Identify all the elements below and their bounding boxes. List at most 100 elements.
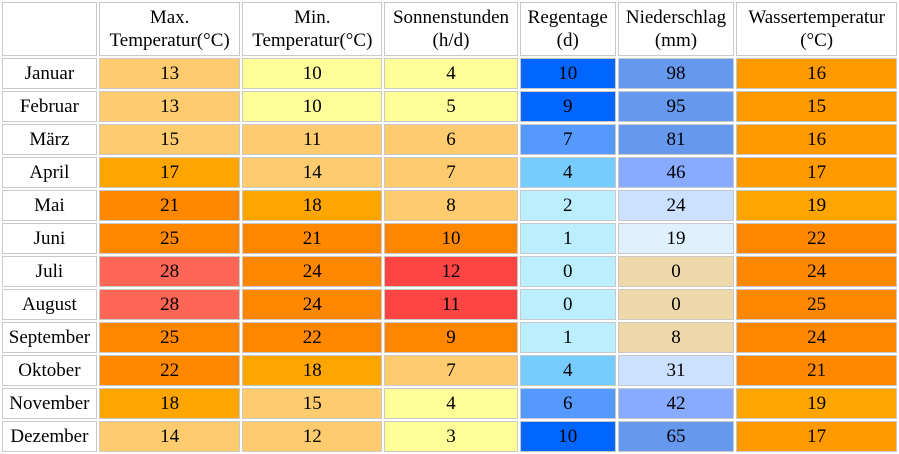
table-cell: 24 <box>736 322 897 353</box>
table-row: Februar 13 10 5 9 95 15 <box>2 91 897 122</box>
table-cell: 15 <box>98 124 241 155</box>
month-label: September <box>2 322 97 353</box>
table-cell: 0 <box>617 289 735 320</box>
table-cell: 21 <box>242 223 383 254</box>
table-cell: 46 <box>617 157 735 188</box>
month-label: Januar <box>2 58 97 89</box>
table-cell: 0 <box>519 289 616 320</box>
table-cell: 6 <box>519 388 616 419</box>
table-cell: 16 <box>736 124 897 155</box>
table-row: März 15 11 6 7 81 16 <box>2 124 897 155</box>
table-cell: 24 <box>736 256 897 287</box>
table-row: April 17 14 7 4 46 17 <box>2 157 897 188</box>
month-label: November <box>2 388 97 419</box>
col-header-max-temp: Max. Temperatur(°C) <box>98 2 241 56</box>
col-header-water-temp: Wassertemperatur (°C) <box>736 2 897 56</box>
table-cell: 0 <box>617 256 735 287</box>
table-cell: 4 <box>519 157 616 188</box>
table-row: November 18 15 4 6 42 19 <box>2 388 897 419</box>
table-cell: 4 <box>519 355 616 386</box>
col-header-sunshine: Sonnenstunden (h/d) <box>384 2 518 56</box>
table-cell: 6 <box>384 124 518 155</box>
table-cell: 15 <box>736 91 897 122</box>
corner-cell <box>2 2 97 56</box>
table-row: August 28 24 11 0 0 25 <box>2 289 897 320</box>
col-header-rain-days: Regentage (d) <box>519 2 616 56</box>
month-label: April <box>2 157 97 188</box>
table-cell: 15 <box>242 388 383 419</box>
table-row: September 25 22 9 1 8 24 <box>2 322 897 353</box>
month-label: August <box>2 289 97 320</box>
table-cell: 14 <box>242 157 383 188</box>
table-cell: 7 <box>384 355 518 386</box>
table-row: Mai 21 18 8 2 24 19 <box>2 190 897 221</box>
table-cell: 8 <box>384 190 518 221</box>
table-cell: 13 <box>98 58 241 89</box>
table-cell: 24 <box>617 190 735 221</box>
table-cell: 9 <box>384 322 518 353</box>
table-cell: 14 <box>98 421 241 452</box>
col-header-min-temp: Min. Temperatur(°C) <box>242 2 383 56</box>
table-cell: 81 <box>617 124 735 155</box>
table-cell: 12 <box>384 256 518 287</box>
table-cell: 18 <box>242 355 383 386</box>
month-label: Dezember <box>2 421 97 452</box>
table-cell: 25 <box>98 322 241 353</box>
table-cell: 25 <box>736 289 897 320</box>
table-cell: 10 <box>519 58 616 89</box>
table-cell: 25 <box>98 223 241 254</box>
table-cell: 11 <box>384 289 518 320</box>
table-cell: 1 <box>519 322 616 353</box>
table-cell: 21 <box>98 190 241 221</box>
table-cell: 7 <box>519 124 616 155</box>
month-label: Oktober <box>2 355 97 386</box>
table-cell: 10 <box>242 58 383 89</box>
table-cell: 18 <box>242 190 383 221</box>
table-cell: 12 <box>242 421 383 452</box>
table-cell: 24 <box>242 289 383 320</box>
month-label: Mai <box>2 190 97 221</box>
table-row: Juli 28 24 12 0 0 24 <box>2 256 897 287</box>
table-cell: 21 <box>736 355 897 386</box>
table-cell: 28 <box>98 256 241 287</box>
table-cell: 31 <box>617 355 735 386</box>
month-label: Juli <box>2 256 97 287</box>
table-cell: 24 <box>242 256 383 287</box>
table-cell: 65 <box>617 421 735 452</box>
table-cell: 28 <box>98 289 241 320</box>
table-cell: 2 <box>519 190 616 221</box>
table-row: Oktober 22 18 7 4 31 21 <box>2 355 897 386</box>
table-cell: 7 <box>384 157 518 188</box>
table-cell: 22 <box>98 355 241 386</box>
month-label: März <box>2 124 97 155</box>
table-row: Januar 13 10 4 10 98 16 <box>2 58 897 89</box>
table-cell: 11 <box>242 124 383 155</box>
table-cell: 95 <box>617 91 735 122</box>
table-cell: 22 <box>736 223 897 254</box>
climate-table-body: Januar 13 10 4 10 98 16 Februar 13 10 5 9 95 15 März 15… <box>2 58 897 452</box>
month-label: Februar <box>2 91 97 122</box>
table-cell: 17 <box>98 157 241 188</box>
table-cell: 18 <box>98 388 241 419</box>
table-cell: 0 <box>519 256 616 287</box>
table-cell: 19 <box>736 190 897 221</box>
table-cell: 8 <box>617 322 735 353</box>
table-cell: 10 <box>242 91 383 122</box>
table-cell: 16 <box>736 58 897 89</box>
table-cell: 17 <box>736 421 897 452</box>
table-cell: 13 <box>98 91 241 122</box>
table-cell: 10 <box>384 223 518 254</box>
table-cell: 9 <box>519 91 616 122</box>
month-label: Juni <box>2 223 97 254</box>
table-cell: 98 <box>617 58 735 89</box>
table-cell: 19 <box>736 388 897 419</box>
table-cell: 5 <box>384 91 518 122</box>
table-cell: 42 <box>617 388 735 419</box>
table-cell: 17 <box>736 157 897 188</box>
table-row: Juni 25 21 10 1 19 22 <box>2 223 897 254</box>
col-header-precipitation: Niederschlag (mm) <box>617 2 735 56</box>
table-row: Dezember 14 12 3 10 65 17 <box>2 421 897 452</box>
table-cell: 22 <box>242 322 383 353</box>
header-row: Max. Temperatur(°C) Min. Temperatur(°C) So… <box>2 2 897 56</box>
